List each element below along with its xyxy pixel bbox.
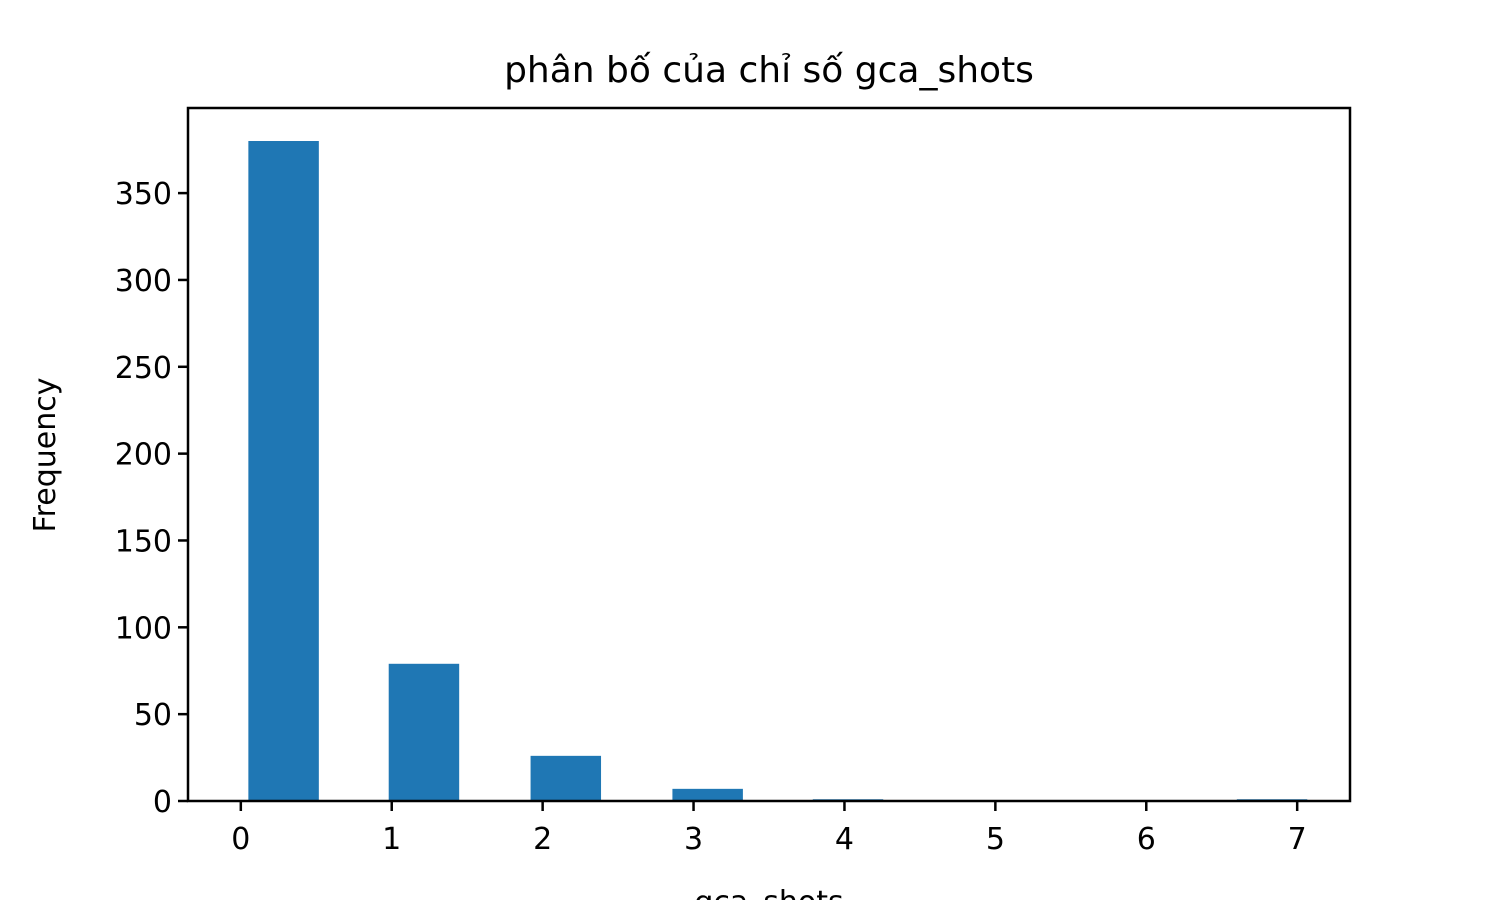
bar-1 [388, 663, 460, 801]
y-tick-label-0: 0 [153, 785, 172, 820]
x-tick-label-1: 1 [382, 822, 401, 857]
y-tick-label-2: 100 [115, 611, 172, 646]
bar-3 [672, 788, 743, 801]
bar-0 [248, 141, 319, 801]
x-axis-title: gca_shots [694, 885, 843, 900]
y-axis-title: Frequency [28, 378, 63, 533]
y-tick-label-7: 350 [115, 177, 172, 212]
y-tick-label-3: 150 [115, 524, 172, 559]
x-tick-label-3: 3 [684, 822, 703, 857]
y-axis: 0 50 100 150 200 250 300 350 [115, 177, 188, 820]
x-tick-label-5: 5 [986, 822, 1005, 857]
y-tick-label-1: 50 [134, 698, 172, 733]
x-tick-label-4: 4 [835, 822, 854, 857]
x-axis: 0 1 2 3 4 5 6 7 [231, 801, 1307, 857]
x-tick-label-6: 6 [1137, 822, 1156, 857]
x-tick-label-0: 0 [231, 822, 250, 857]
y-tick-label-5: 250 [115, 351, 172, 386]
chart-title: phân bố của chỉ số gca_shots [504, 50, 1034, 91]
plot-frame [186, 106, 1352, 803]
bars-group [248, 141, 1308, 801]
x-tick-label-7: 7 [1288, 822, 1307, 857]
y-tick-label-6: 300 [115, 264, 172, 299]
bar-2 [530, 755, 602, 801]
y-tick-label-4: 200 [115, 438, 172, 473]
x-tick-label-2: 2 [533, 822, 552, 857]
